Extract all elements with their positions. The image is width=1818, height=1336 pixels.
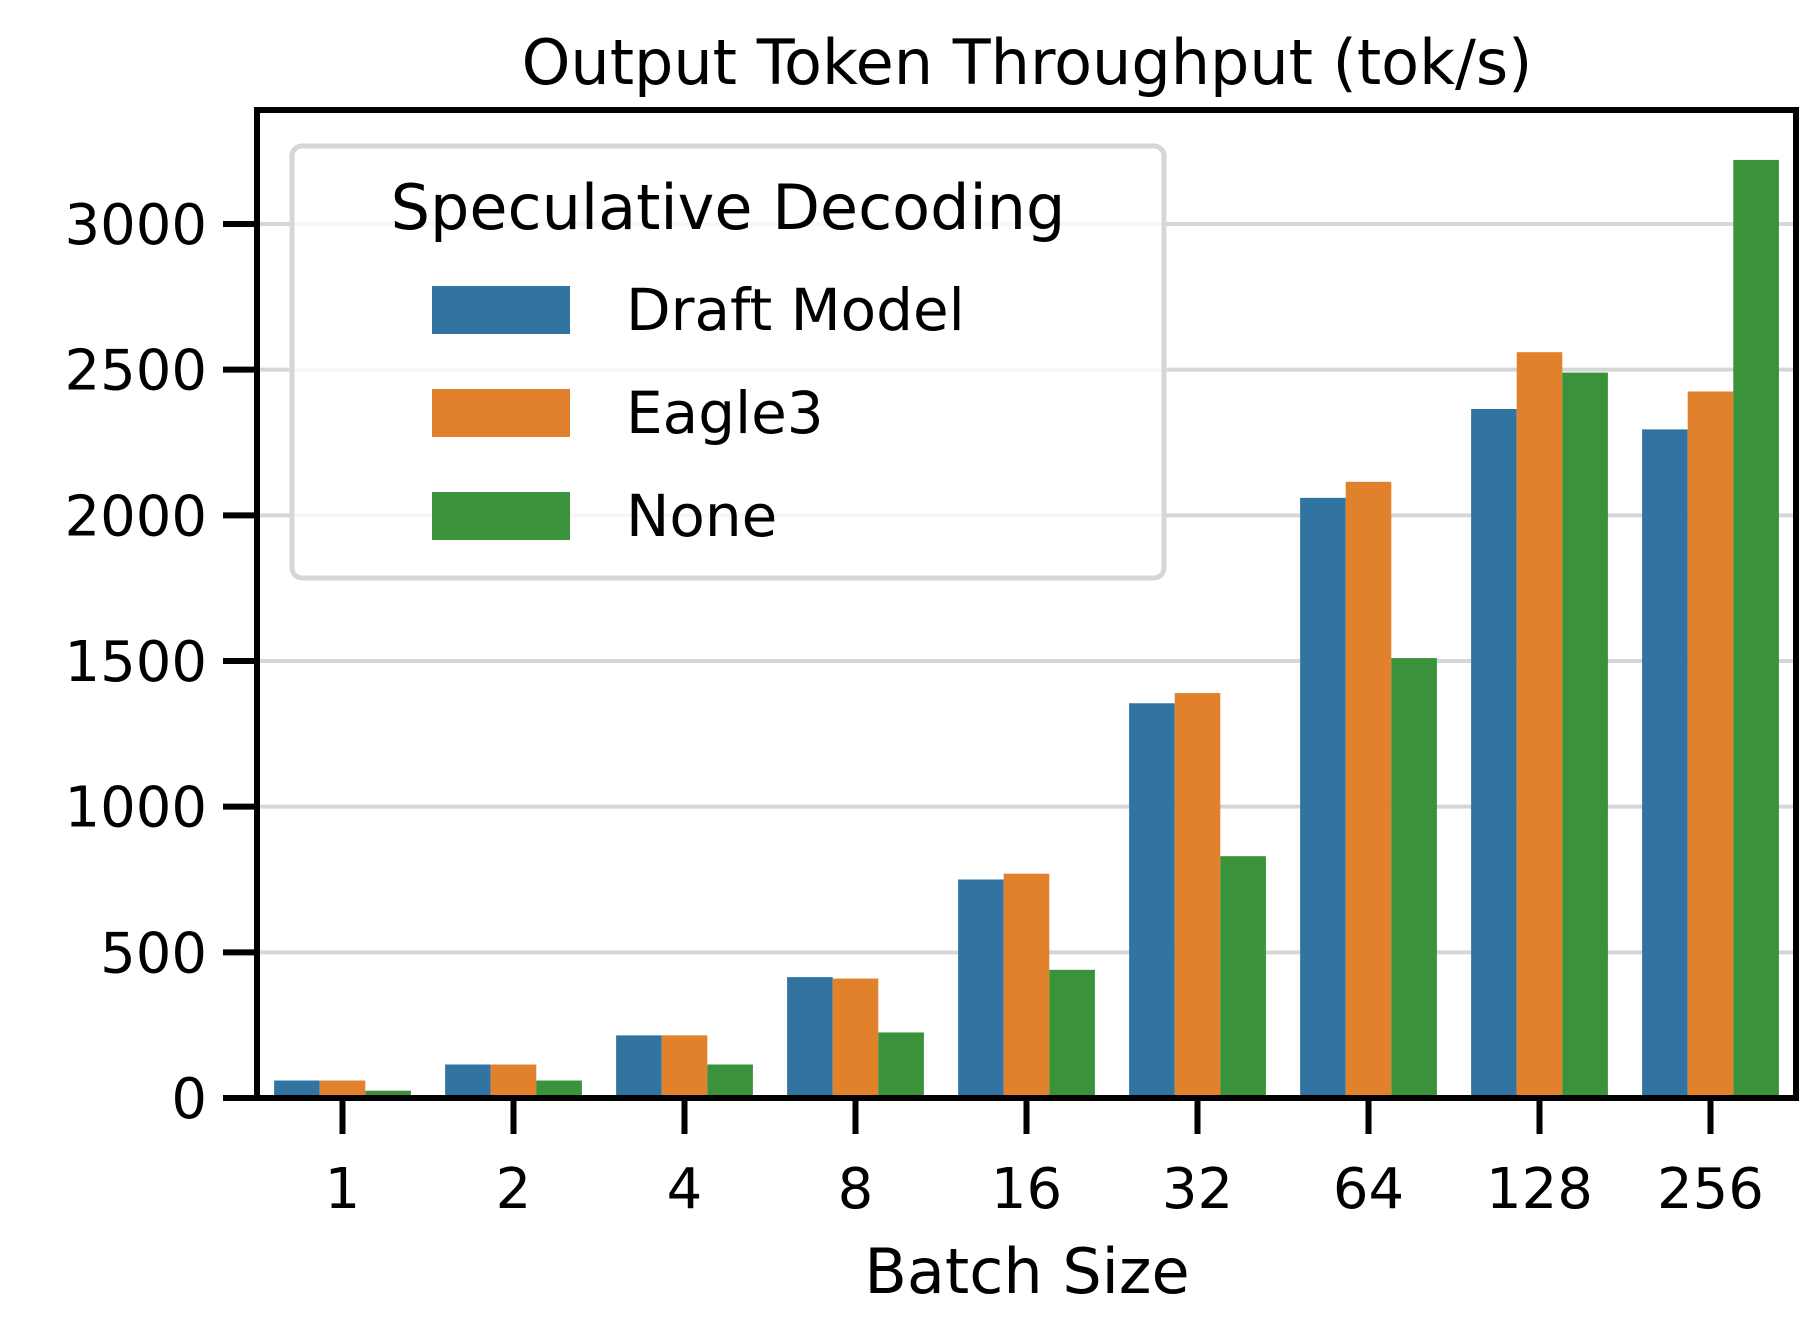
bar-none-2 bbox=[536, 1080, 582, 1098]
bar-draft-model-8 bbox=[787, 977, 833, 1098]
bar-none-8 bbox=[878, 1032, 924, 1098]
bar-none-16 bbox=[1049, 969, 1095, 1098]
bar-eagle3-1 bbox=[319, 1080, 366, 1098]
legend-swatch-draft-model bbox=[432, 286, 570, 334]
legend-label: None bbox=[626, 482, 777, 550]
y-tick-label: 500 bbox=[100, 921, 207, 986]
bar-draft-model-64 bbox=[1300, 497, 1346, 1098]
bar-series bbox=[274, 159, 1779, 1099]
bar-eagle3-2 bbox=[490, 1064, 537, 1098]
x-axis-label: Batch Size bbox=[864, 1235, 1189, 1308]
legend-label: Draft Model bbox=[626, 276, 965, 344]
x-axis: 1 2 4 8 16 32 64 128 256 bbox=[325, 1098, 1764, 1222]
legend-swatch-eagle3 bbox=[432, 389, 570, 437]
bar-eagle3-16 bbox=[1003, 873, 1050, 1098]
x-tick-label: 128 bbox=[1486, 1157, 1593, 1222]
x-tick-label: 32 bbox=[1162, 1157, 1233, 1222]
bar-eagle3-4 bbox=[661, 1035, 708, 1098]
bar-none-32 bbox=[1220, 856, 1266, 1098]
bar-none-64 bbox=[1391, 658, 1437, 1098]
bar-draft-model-2 bbox=[445, 1064, 491, 1098]
y-axis: 0 500 1000 1500 2000 2500 3000 bbox=[64, 193, 257, 1132]
legend-frame bbox=[289, 143, 1167, 581]
bar-draft-model-128 bbox=[1471, 408, 1517, 1098]
bar-draft-model-256 bbox=[1642, 429, 1688, 1098]
bar-draft-model-32 bbox=[1129, 703, 1175, 1098]
legend: Speculative Decoding Draft Model Eagle3 No… bbox=[289, 143, 1167, 581]
y-tick-label: 0 bbox=[171, 1067, 207, 1132]
legend-swatch-none bbox=[432, 492, 570, 540]
bar-none-1 bbox=[365, 1090, 411, 1098]
x-tick-label: 256 bbox=[1657, 1157, 1764, 1222]
bar-none-256 bbox=[1733, 159, 1779, 1098]
y-tick-label: 1000 bbox=[64, 776, 207, 841]
bar-draft-model-4 bbox=[616, 1035, 662, 1098]
bar-none-128 bbox=[1562, 372, 1608, 1099]
x-tick-label: 64 bbox=[1333, 1157, 1404, 1222]
y-tick-label: 1500 bbox=[64, 630, 207, 695]
bar-eagle3-64 bbox=[1345, 481, 1392, 1099]
legend-title: Speculative Decoding bbox=[391, 171, 1066, 244]
bar-none-4 bbox=[707, 1064, 753, 1098]
y-tick-label: 2000 bbox=[64, 484, 207, 549]
bar-draft-model-1 bbox=[274, 1080, 320, 1098]
bar-eagle3-32 bbox=[1174, 693, 1221, 1098]
bar-eagle3-8 bbox=[832, 978, 879, 1098]
y-tick-label: 2500 bbox=[64, 339, 207, 404]
bar-eagle3-256 bbox=[1687, 391, 1734, 1098]
x-tick-label: 2 bbox=[496, 1157, 532, 1222]
x-tick-label: 4 bbox=[667, 1157, 703, 1222]
legend-label: Eagle3 bbox=[626, 379, 824, 447]
bar-eagle3-128 bbox=[1516, 352, 1563, 1099]
x-tick-label: 16 bbox=[991, 1157, 1062, 1222]
y-tick-label: 3000 bbox=[64, 193, 207, 258]
bar-draft-model-16 bbox=[958, 879, 1004, 1098]
x-tick-label: 1 bbox=[325, 1157, 361, 1222]
x-tick-label: 8 bbox=[838, 1157, 874, 1222]
chart-title: Output Token Throughput (tok/s) bbox=[522, 26, 1533, 99]
